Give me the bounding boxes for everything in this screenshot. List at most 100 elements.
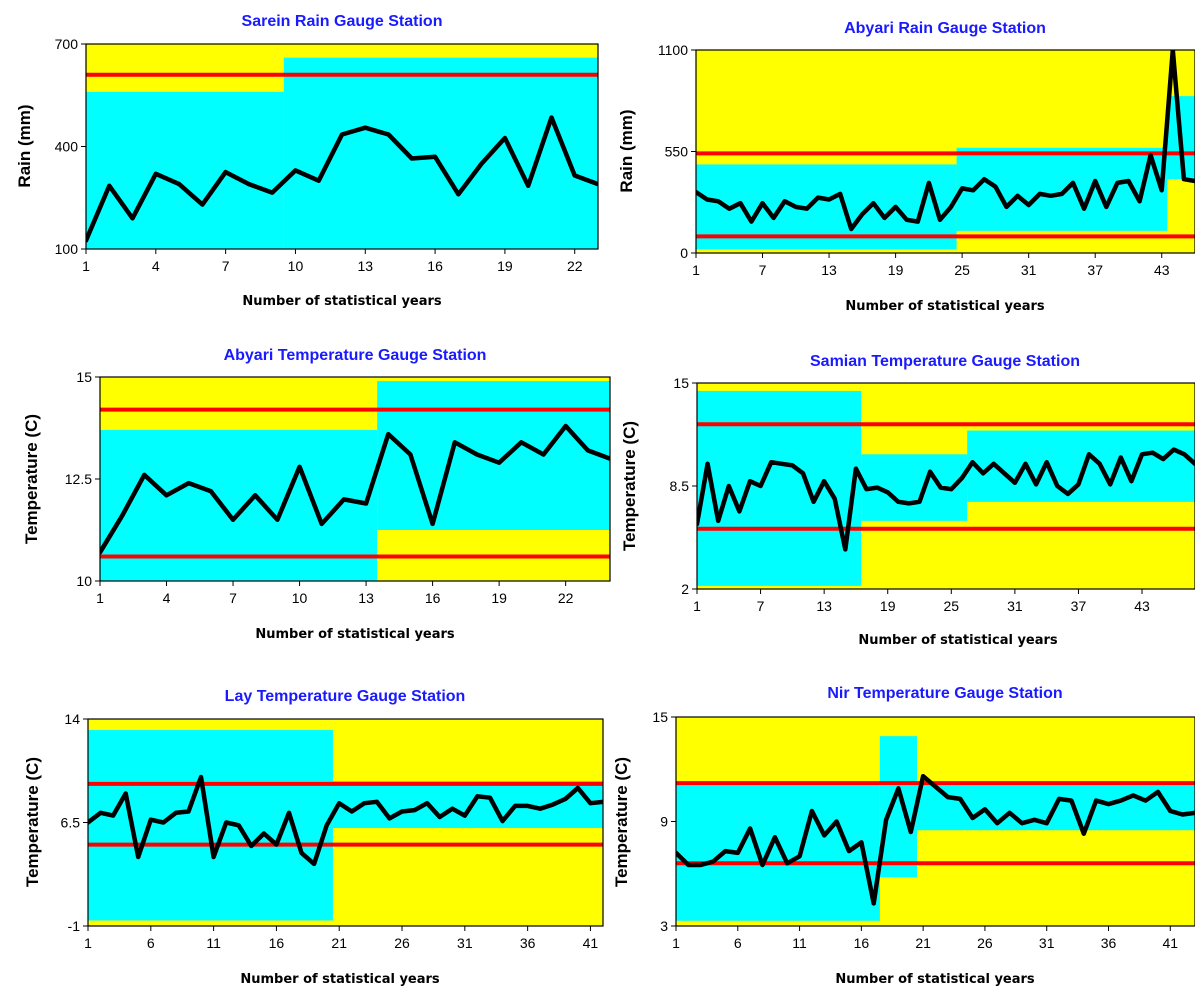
x-tick-label: 43 [1134,598,1150,614]
x-tick-label: 10 [292,590,308,606]
x-tick-label: 41 [1162,935,1178,951]
y-axis-label: Temperature (C) [23,757,42,887]
x-tick-label: 19 [491,590,507,606]
x-tick-label: 10 [288,258,304,274]
x-tick-label: 6 [147,935,155,951]
series-line [697,447,1195,552]
x-tick-label: 26 [977,935,993,951]
x-tick-label: 13 [357,258,373,274]
y-tick-label: 8.5 [670,478,690,494]
x-tick-label: 31 [457,935,473,951]
cyan-region-2 [283,57,598,249]
x-tick-label: 1 [672,935,680,951]
cyan-region-2 [879,736,917,878]
x-tick-label: 31 [1021,262,1037,278]
x-tick-label: 19 [497,258,513,274]
y-tick-label: 10 [76,573,92,589]
x-tick-label: 25 [944,598,960,614]
x-tick-label: 16 [427,258,443,274]
chart-panel-3: 10 12.5 15 1 4 7 10 13 16 19 22 Abyari Temperature … [22,347,611,642]
x-axis-label: Number of statistical years [835,972,1035,987]
x-tick-label: 1 [96,590,104,606]
chart-panel-1: 100 400 700 1 4 7 10 13 16 19 22 Sarein Rain Gauge … [15,13,599,309]
y-tick-label: 15 [652,709,668,725]
x-tick-label: 4 [152,258,160,274]
y-tick-label: 14 [64,711,80,727]
x-tick-label: 7 [759,262,767,278]
x-tick-label: 7 [222,258,230,274]
chart-title: Nir Temperature Gauge Station [827,685,1062,702]
x-tick-label: 36 [520,935,536,951]
series-line [88,774,603,867]
x-tick-label: 11 [792,935,807,951]
chart-title: Samian Temperature Gauge Station [810,353,1080,370]
x-tick-label: 16 [425,590,441,606]
x-tick-label: 21 [915,935,931,951]
x-tick-label: 36 [1101,935,1117,951]
y-tick-label: 2 [681,581,689,597]
series-line [676,773,1195,906]
y-axis-label: Rain (mm) [617,109,636,192]
chart-title: Abyari Rain Gauge Station [844,20,1046,37]
y-tick-label: 700 [55,36,79,52]
y-tick-label: 3 [660,918,668,934]
x-tick-label: 13 [816,598,832,614]
x-tick-label: 22 [567,258,583,274]
x-tick-label: 19 [888,262,904,278]
y-axis-label: Temperature (C) [612,757,631,887]
x-axis-label: Number of statistical years [240,972,440,987]
series-line [86,115,598,243]
x-tick-label: 21 [331,935,347,951]
x-tick-label: 25 [954,262,970,278]
chart-panel-4: 2 8.5 15 1 7 13 19 25 31 37 43 Samian Temperature G… [620,353,1195,648]
x-axis-label: Number of statistical years [858,633,1058,648]
cyan-region-2 [332,781,603,829]
x-tick-label: 19 [880,598,896,614]
x-tick-label: 31 [1039,935,1055,951]
x-axis-label: Number of statistical years [255,627,455,642]
x-tick-label: 1 [693,598,701,614]
x-tick-label: 13 [821,262,837,278]
chart-panel-2: 0 550 1100 1 7 13 19 25 31 37 43 Abyari Rain Gauge … [617,20,1195,314]
chart-title: Lay Temperature Gauge Station [225,688,466,705]
x-tick-label: 1 [692,262,700,278]
x-tick-label: 26 [394,935,410,951]
y-axis-label: Temperature (C) [22,414,41,544]
series-line [696,50,1195,232]
x-tick-label: 16 [854,935,870,951]
y-tick-label: 100 [55,241,79,257]
x-tick-label: 1 [82,258,90,274]
y-tick-label: 9 [660,814,668,830]
cyan-region-1 [697,390,862,586]
x-tick-label: 41 [583,935,599,951]
y-axis-label: Temperature (C) [620,421,639,551]
chart-title: Abyari Temperature Gauge Station [224,347,487,364]
x-tick-label: 7 [229,590,237,606]
x-tick-label: 1 [84,935,92,951]
x-tick-label: 13 [358,590,374,606]
cyan-region-1 [86,91,284,249]
x-tick-label: 6 [734,935,742,951]
y-axis-label: Rain (mm) [15,104,34,187]
chart-title: Sarein Rain Gauge Station [242,13,443,30]
y-tick-label: 6.5 [61,815,81,831]
y-tick-label: 0 [680,245,688,261]
x-tick-label: 37 [1087,262,1103,278]
y-tick-label: 400 [55,139,79,155]
y-tick-label: 550 [665,144,689,160]
y-tick-label: 12.5 [65,471,92,487]
cyan-region-2 [377,381,610,530]
x-tick-label: 7 [757,598,765,614]
x-tick-label: 22 [558,590,574,606]
x-tick-label: 11 [206,935,221,951]
x-tick-label: 31 [1007,598,1023,614]
y-tick-label: 15 [76,369,92,385]
series-line [100,423,610,555]
x-axis-label: Number of statistical years [242,294,442,309]
x-tick-label: 37 [1071,598,1087,614]
cyan-region-2 [956,147,1168,231]
cyan-region-1 [676,783,880,921]
